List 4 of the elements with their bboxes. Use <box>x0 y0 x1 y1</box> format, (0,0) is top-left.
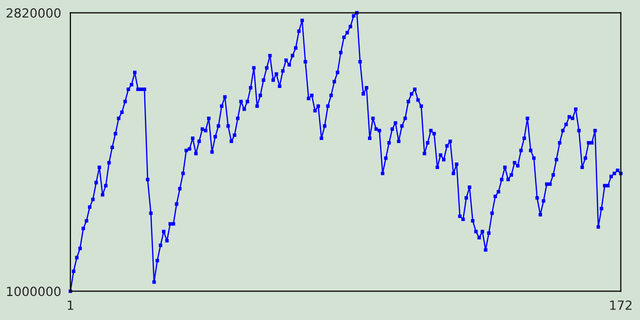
y-tick-label: 1000000 <box>7 286 61 296</box>
y-tick-label: 2820000 <box>6 8 61 18</box>
x-tick-label: 172 <box>610 300 632 310</box>
x-tick-label: 1 <box>68 300 74 310</box>
